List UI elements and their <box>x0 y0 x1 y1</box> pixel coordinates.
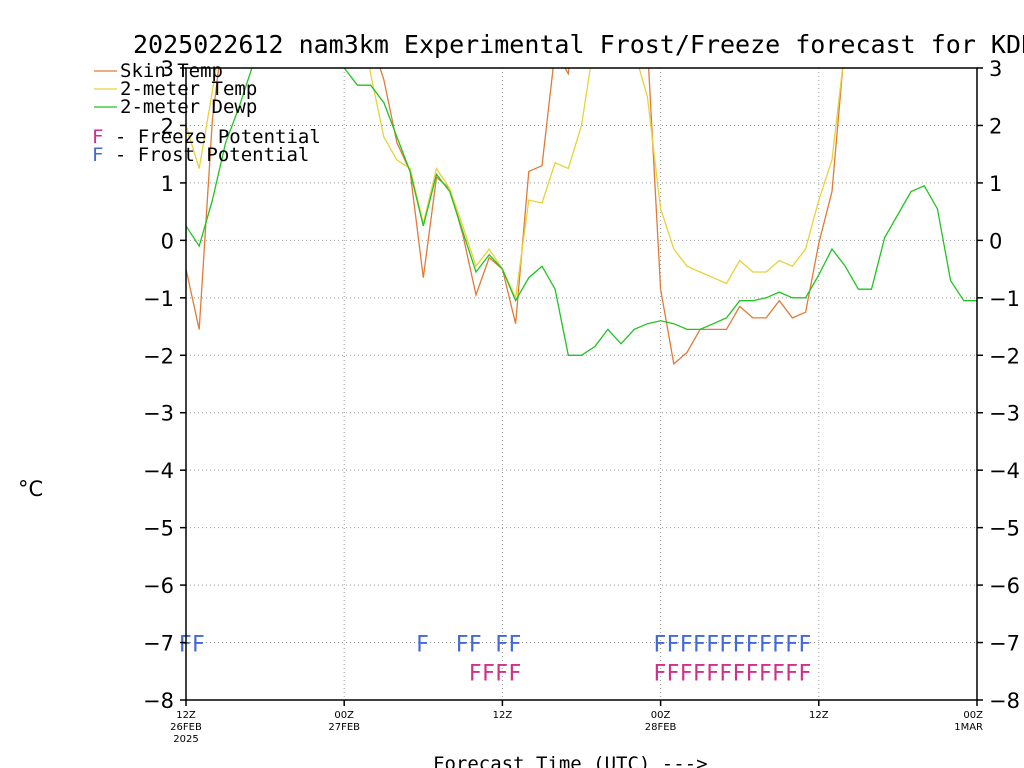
x-tick-label: 00Z <box>334 710 354 721</box>
chart-title: 2025022612 nam3km Experimental Frost/Fre… <box>133 30 1024 59</box>
freeze-mark: F <box>772 661 785 686</box>
y-axis-unit-label: °C <box>18 477 43 501</box>
x-tick-label: 00Z <box>651 710 671 721</box>
freeze-mark: F <box>667 661 680 686</box>
x-tick-label: 28FEB <box>645 722 677 733</box>
y-tick-label-right: −5 <box>989 517 1020 541</box>
y-tick-label-left: −5 <box>143 517 174 541</box>
frost-mark: F <box>693 633 706 658</box>
legend-label: Skin Temp <box>120 60 223 82</box>
y-tick-label-left: 1 <box>161 172 174 196</box>
frost-mark: F <box>746 633 759 658</box>
freeze-mark: F <box>785 661 798 686</box>
freeze-mark: F <box>799 661 812 686</box>
frost-mark: F <box>456 633 469 658</box>
y-tick-label-left: 3 <box>161 57 174 81</box>
frost-mark: F <box>654 633 667 658</box>
x-tick-label: 2025 <box>173 734 198 745</box>
y-tick-label-right: −4 <box>989 459 1020 483</box>
y-tick-label-right: −8 <box>989 689 1020 713</box>
y-tick-label-left: −6 <box>143 574 174 598</box>
frost-mark: F <box>706 633 719 658</box>
grid-lines <box>186 68 977 700</box>
freeze-mark: F <box>469 661 482 686</box>
frost-mark: F <box>667 633 680 658</box>
y-tick-label-left: 0 <box>161 229 174 253</box>
x-tick-label: 26FEB <box>170 722 202 733</box>
y-tick-label-right: 0 <box>989 229 1002 253</box>
y-tick-label-right: 2 <box>989 114 1002 138</box>
y-tick-label-right: 1 <box>989 172 1002 196</box>
freeze-mark: F <box>759 661 772 686</box>
freeze-mark: F <box>495 661 508 686</box>
y-tick-label-left: −8 <box>143 689 174 713</box>
x-tick-label: 12Z <box>493 710 513 721</box>
plot-frame <box>185 67 978 701</box>
frost-mark: F <box>772 633 785 658</box>
y-tick-label-right: 3 <box>989 57 1002 81</box>
series-line <box>186 68 844 301</box>
y-tick-label-right: −1 <box>989 287 1020 311</box>
legend-label: 2-meter Temp <box>120 78 257 100</box>
series-line <box>186 68 844 366</box>
frost-mark: F <box>720 633 733 658</box>
axes: 3 3 2 2 1 1 0 0 −1 −1 −2 −2 −3 −3 −4 −4 −5 −5 −6 −6 −7 −7 −8 −8… <box>143 57 1020 745</box>
x-axis-title: Forecast Time (UTC) ---> <box>433 753 708 768</box>
freeze-mark: F <box>733 661 746 686</box>
y-tick-label-right: −2 <box>989 344 1020 368</box>
frost-freeze-marks: F F F F F F F F F F F F F F F F F F FF F F F F F F F F F F F F F F F <box>179 633 811 687</box>
freeze-mark: F <box>680 661 693 686</box>
series-line <box>186 68 977 356</box>
frost-mark: F <box>495 633 508 658</box>
y-tick-label-right: −3 <box>989 402 1020 426</box>
x-tick-label: 12Z <box>809 710 829 721</box>
y-tick-label-right: −6 <box>989 574 1020 598</box>
frost-mark: F <box>733 633 746 658</box>
y-tick-label-left: −3 <box>143 402 174 426</box>
legend-label: 2-meter Dewp <box>120 96 257 118</box>
frost-mark: F <box>192 633 205 658</box>
frost-mark: F <box>680 633 693 658</box>
y-tick-label-left: −4 <box>143 459 174 483</box>
freeze-mark: F <box>706 661 719 686</box>
freeze-mark: F <box>693 661 706 686</box>
x-tick-label: 00Z <box>963 710 983 721</box>
legend-label: F - Freeze Potential <box>92 126 321 148</box>
frost-mark: F <box>509 633 522 658</box>
y-tick-label-left: −2 <box>143 344 174 368</box>
series-lines <box>186 68 977 366</box>
x-tick-label: 1MAR <box>954 722 983 733</box>
y-tick-label-left: −7 <box>143 632 174 656</box>
freeze-mark: F <box>509 661 522 686</box>
y-tick-label-left: −1 <box>143 287 174 311</box>
freeze-mark: F <box>654 661 667 686</box>
y-tick-label-right: −7 <box>989 632 1020 656</box>
y-tick-label-left: 2 <box>161 114 174 138</box>
frost-mark: F <box>785 633 798 658</box>
frost-mark: F <box>759 633 772 658</box>
legend-label: F - Frost Potential <box>92 144 309 166</box>
frost-mark: F <box>799 633 812 658</box>
frost-mark: F <box>416 633 429 658</box>
freeze-mark: F <box>720 661 733 686</box>
x-tick-label: 12Z <box>176 710 196 721</box>
frost-mark: F <box>469 633 482 658</box>
x-tick-label: 27FEB <box>328 722 360 733</box>
freeze-mark: F <box>746 661 759 686</box>
freeze-mark: F <box>482 661 495 686</box>
